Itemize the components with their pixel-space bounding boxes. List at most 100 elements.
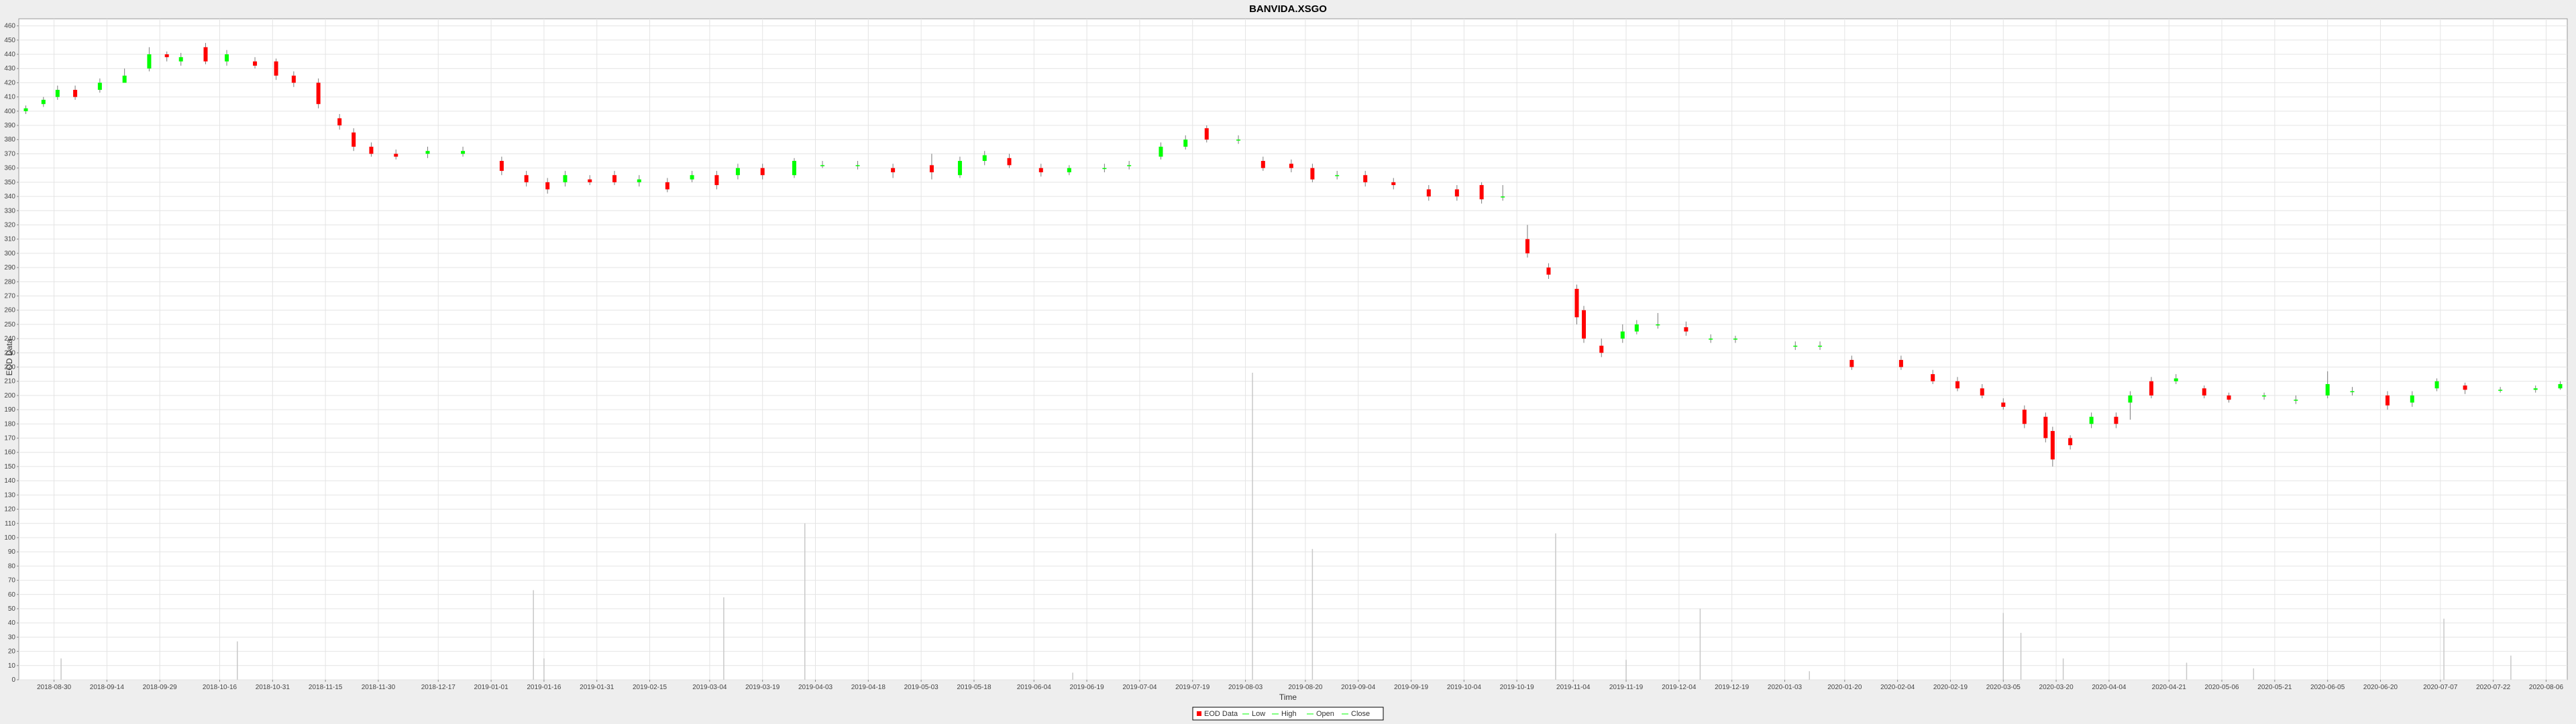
x-tick-label: 2019-01-16 (527, 684, 561, 691)
x-tick-label: 2019-04-18 (851, 684, 886, 691)
y-tick-label: 310 (4, 236, 15, 243)
candle-body (1204, 128, 1209, 140)
x-tick-label: 2018-09-29 (143, 684, 178, 691)
candle-body (1335, 175, 1340, 176)
candle-body (2068, 438, 2073, 446)
x-tick-label: 2019-07-04 (1122, 684, 1157, 691)
y-tick-label: 370 (4, 150, 15, 158)
candle-body (1733, 339, 1737, 340)
candle-body (612, 175, 617, 182)
y-tick-label: 380 (4, 136, 15, 143)
candlesticks (23, 43, 2563, 467)
candle-body (1007, 158, 1012, 166)
y-tick-label: 280 (4, 278, 15, 286)
x-tick-label: 2019-10-19 (1500, 684, 1535, 691)
candle-body (2149, 381, 2153, 396)
candle-body (1363, 175, 1368, 182)
candle-body (2533, 388, 2538, 390)
candle-body (2262, 395, 2267, 397)
x-tick-label: 2019-11-19 (1609, 684, 1644, 691)
plot-area (18, 18, 2568, 680)
candle-body (122, 75, 127, 83)
x-tick-label: 2018-08-30 (37, 684, 72, 691)
candle-body (369, 146, 374, 154)
x-tick-label: 2019-12-04 (1662, 684, 1697, 691)
y-tick-label: 50 (8, 605, 16, 613)
candle-body (760, 168, 765, 176)
x-tick-label: 2019-09-19 (1394, 684, 1429, 691)
y-tick-label: 110 (5, 520, 15, 528)
candle-body (524, 175, 529, 182)
x-tick-label: 2019-02-15 (633, 684, 667, 691)
candle-body (1426, 189, 1431, 197)
candle-body (2498, 389, 2503, 391)
candle-body (1709, 339, 1713, 340)
candle-body (2128, 395, 2133, 403)
candle-body (1310, 168, 1315, 180)
candle-body (1818, 345, 1823, 347)
candle-body (499, 161, 504, 171)
candle-body (2226, 395, 2231, 400)
y-tick-label: 230 (4, 349, 15, 357)
candle-body (1793, 345, 1798, 347)
candle-body (461, 151, 466, 154)
x-tick-label: 2018-10-31 (256, 684, 290, 691)
x-tick-label: 2018-09-14 (90, 684, 125, 691)
y-tick-label: 300 (4, 250, 15, 257)
y-tick-label: 250 (4, 321, 15, 328)
candle-body (690, 175, 694, 180)
candle-body (2050, 430, 2055, 460)
candle-body (2089, 416, 2094, 424)
candle-body (55, 90, 60, 97)
x-tick-label: 2018-10-16 (203, 684, 237, 691)
y-tick-label: 360 (4, 165, 15, 172)
y-tick-label: 170 (4, 435, 15, 442)
candle-body (735, 168, 740, 176)
candle-body (982, 155, 987, 162)
candle-body (97, 82, 102, 90)
candle-body (1634, 324, 1639, 332)
x-tick-label: 2019-03-04 (692, 684, 727, 691)
candle-body (2174, 378, 2178, 381)
candle-body (1479, 185, 1484, 200)
y-tick-label: 10 (8, 662, 16, 670)
y-tick-label: 410 (4, 94, 15, 101)
candle-body (2558, 383, 2563, 389)
y-tick-label: 100 (4, 534, 15, 542)
x-tick-label: 2018-11-30 (362, 684, 396, 691)
candle-body (2114, 416, 2118, 424)
x-tick-label: 2020-04-04 (2092, 684, 2127, 691)
y-tick-label: 80 (8, 562, 16, 570)
y-tick-label: 130 (4, 491, 15, 499)
legend-item-open: Open (1316, 710, 1334, 718)
y-tick-label: 290 (4, 264, 15, 272)
candle-body (1454, 189, 1459, 197)
candle-body (2001, 402, 2006, 407)
legend-item-high: High (1281, 710, 1297, 718)
candle-body (855, 165, 860, 166)
candle-body (1684, 327, 1688, 332)
legend-item-low: Low (1252, 710, 1265, 718)
x-tick-label: 2019-09-04 (1341, 684, 1376, 691)
candle-body (1656, 324, 1660, 326)
x-tick-label: 2020-07-22 (2476, 684, 2511, 691)
x-tick-label: 2019-08-20 (1288, 684, 1323, 691)
candle-body (1849, 359, 1854, 367)
chart-title: BANVIDA.XSGO (1249, 3, 1327, 15)
candle-body (2202, 388, 2206, 396)
candle-body (957, 161, 962, 176)
candle-body (337, 118, 342, 126)
candle-body (1067, 168, 1071, 173)
x-tick-label: 2019-06-04 (1017, 684, 1052, 691)
candle-body (1525, 239, 1529, 253)
x-tick-label: 2019-11-04 (1556, 684, 1591, 691)
candle-body (563, 175, 568, 182)
candle-body (2410, 395, 2414, 403)
y-tick-label: 30 (8, 634, 16, 641)
y-tick-label: 270 (4, 292, 15, 300)
y-tick-label: 150 (4, 463, 15, 471)
y-tick-label: 240 (4, 335, 15, 343)
candle-body (291, 75, 296, 83)
candle-body (425, 151, 430, 154)
candle-body (1581, 310, 1586, 339)
